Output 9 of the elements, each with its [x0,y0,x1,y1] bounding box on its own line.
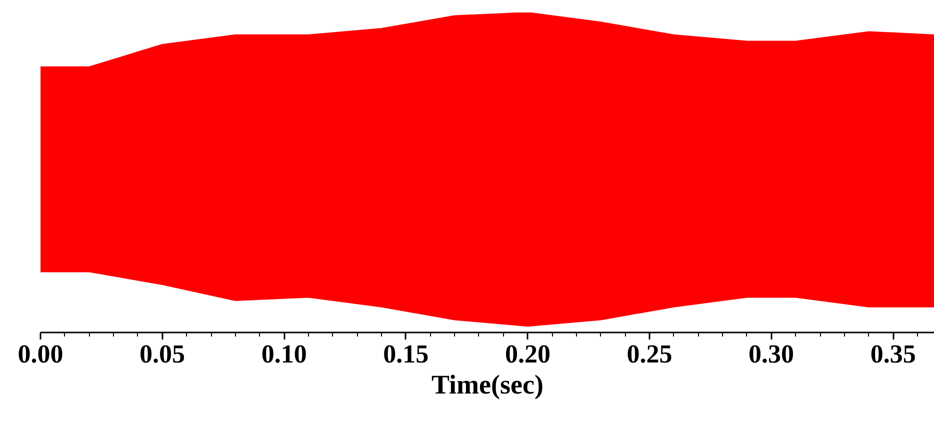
x-axis-title: Time(sec) [432,370,544,400]
x-tick-label: 0.15 [383,340,429,368]
x-tick-label: 0.20 [504,340,550,368]
x-tick-label: 0.35 [870,340,916,368]
x-tick-label: 0.10 [261,340,307,368]
x-tick-label: 0.25 [626,340,672,368]
x-tick-label: 0.30 [748,340,794,368]
x-tick-label: 0.00 [18,340,64,368]
x-tick-label: 0.05 [140,340,186,368]
